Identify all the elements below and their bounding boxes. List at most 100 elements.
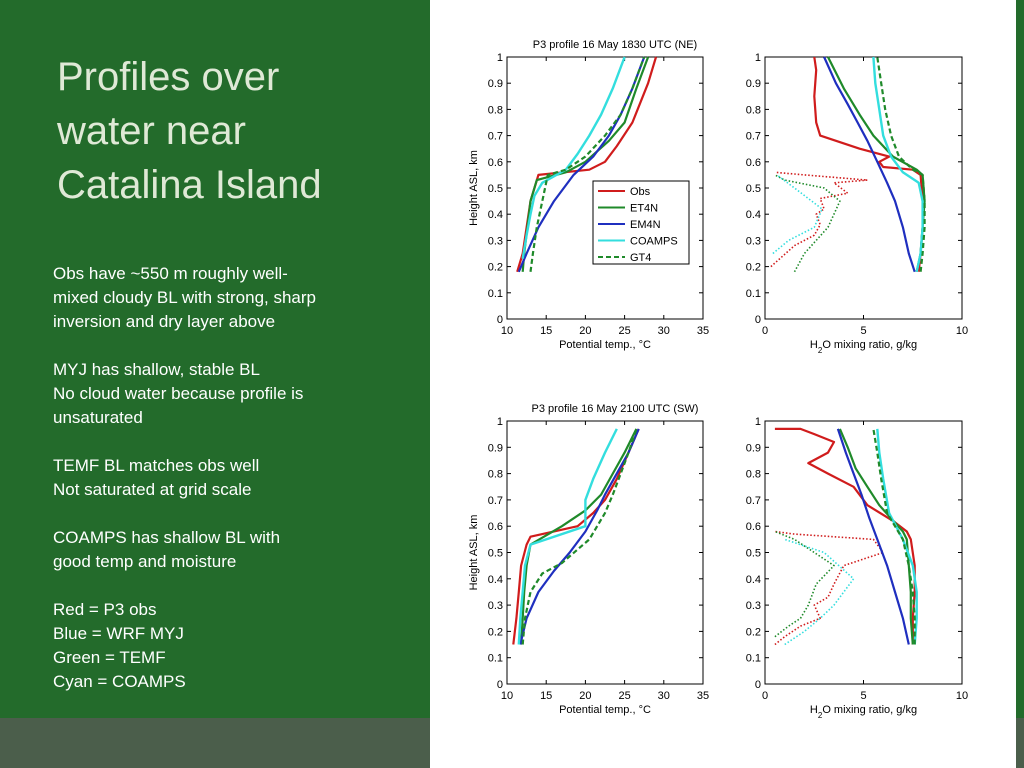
notes-line: good temp and moisture — [53, 552, 237, 571]
chart-title: P3 profile 16 May 1830 UTC (NE) — [533, 39, 697, 51]
notes-line: TEMF BL matches obs well — [53, 456, 260, 475]
series-line-gt4 — [529, 56, 646, 272]
series-line-gt4 — [872, 428, 916, 645]
series-line-obs — [512, 428, 640, 645]
x-tick-label: 25 — [618, 325, 630, 337]
notes-line: mixed cloudy BL with strong, sharp — [53, 288, 316, 307]
y-tick-label: 0.6 — [746, 157, 761, 169]
legend-label: EM4N — [630, 219, 661, 231]
notes-line: inversion and dry layer above — [53, 312, 276, 331]
y-tick-label: 0.4 — [488, 574, 503, 586]
series-line-et4n — [838, 428, 914, 645]
y-axis-label: Height ASL, km — [468, 150, 480, 226]
y-tick-label: 0.8 — [488, 104, 503, 116]
series-line-coamps — [521, 56, 626, 259]
left-panel — [0, 0, 430, 768]
x-tick-label: 35 — [697, 690, 709, 702]
y-tick-label: 0.3 — [746, 600, 761, 612]
series-line-coamps-dotted — [784, 538, 855, 646]
y-tick-label: 0.4 — [746, 209, 761, 221]
y-tick-label: 0.4 — [746, 574, 761, 586]
x-tick-label: 20 — [579, 690, 591, 702]
y-tick-label: 0.4 — [488, 209, 503, 221]
x-axis-label: Potential temp., °C — [559, 704, 651, 716]
y-tick-label: 0.1 — [488, 653, 503, 665]
legend-box — [592, 180, 690, 265]
notes-line: unsaturated — [53, 408, 143, 427]
y-tick-label: 0.2 — [746, 262, 761, 274]
notes-line: Not saturated at grid scale — [53, 480, 252, 499]
series-line-coamps — [517, 428, 618, 645]
y-tick-label: 0.8 — [746, 104, 761, 116]
footer-bar — [0, 718, 430, 768]
y-tick-label: 0.6 — [746, 521, 761, 533]
y-tick-label: 0.9 — [746, 442, 761, 454]
y-tick-label: 0.5 — [746, 548, 761, 560]
x-tick-label: 25 — [618, 690, 630, 702]
profile-chart: 0 0.1 0.2 0.3 0.4 0.5 0.6 0.7 0.8 0.9 1 10 15 20 25 30 3… — [468, 39, 709, 351]
y-tick-label: 0.6 — [488, 521, 503, 533]
y-tick-label: 0.7 — [746, 131, 761, 143]
slide-title: Profiles over water near Catalina Island — [57, 50, 417, 212]
series-line-obs-dotted — [774, 530, 885, 646]
y-tick-label: 0 — [497, 679, 503, 691]
series-line-coamps — [872, 56, 924, 273]
plot-frame — [764, 420, 963, 685]
y-axis-label: Height ASL, km — [468, 515, 480, 591]
y-tick-label: 1 — [755, 52, 761, 64]
series-line-obs — [813, 56, 924, 272]
title-line: Catalina Island — [57, 163, 322, 207]
series-line-coamps-dotted — [772, 174, 823, 255]
y-tick-label: 0.9 — [488, 78, 503, 90]
y-tick-label: 1 — [497, 416, 503, 428]
y-tick-label: 0.2 — [488, 262, 503, 274]
x-axis-label: H2O mixing ratio, g/kg — [810, 339, 917, 355]
series-line-coamps — [876, 428, 918, 645]
legend-label: Obs — [630, 186, 651, 198]
notes-paragraph: TEMF BL matches obs well Not saturated a… — [53, 454, 413, 502]
notes-line: COAMPS has shallow BL with — [53, 528, 281, 547]
y-tick-label: 0.5 — [746, 183, 761, 195]
y-tick-label: 0.1 — [746, 288, 761, 300]
x-axis-label: Potential temp., °C — [559, 339, 651, 351]
series-line-et4n — [827, 56, 926, 273]
x-tick-label: 0 — [762, 325, 768, 337]
series-line-obs — [516, 56, 658, 273]
x-tick-label: 10 — [956, 690, 968, 702]
y-tick-label: 0.7 — [746, 495, 761, 507]
series-line-gt4-dotted — [774, 530, 835, 638]
notes-line: Red = P3 obs — [53, 600, 157, 619]
plot-frame — [506, 420, 704, 685]
x-tick-label: 10 — [956, 325, 968, 337]
notes-paragraph: Obs have ~550 m roughly well- mixed clou… — [53, 262, 413, 334]
title-line: water near — [57, 109, 246, 153]
notes-line: Obs have ~550 m roughly well- — [53, 264, 288, 283]
profile-chart: 0 0.1 0.2 0.3 0.4 0.5 0.6 0.7 0.8 0.9 1 10 15 20 25 30 3… — [468, 403, 709, 716]
notes-line: No cloud water because profile is — [53, 384, 304, 403]
y-tick-label: 0.3 — [488, 600, 503, 612]
y-tick-label: 0.9 — [746, 78, 761, 90]
y-tick-label: 0.8 — [746, 469, 761, 481]
legend-label: ET4N — [630, 203, 658, 215]
series-line-et4n — [521, 56, 650, 272]
y-tick-label: 0.9 — [488, 442, 503, 454]
right-edge-footer — [1016, 718, 1024, 768]
x-tick-label: 10 — [501, 325, 513, 337]
y-tick-label: 0.7 — [488, 495, 503, 507]
notes-paragraph: Red = P3 obs Blue = WRF MYJ Green = TEMF… — [53, 598, 413, 694]
series-line-em4n — [519, 428, 640, 645]
y-tick-label: 0.6 — [488, 157, 503, 169]
y-tick-label: 0.5 — [488, 183, 503, 195]
y-tick-label: 0.3 — [746, 235, 761, 247]
x-tick-label: 0 — [762, 690, 768, 702]
x-tick-label: 15 — [540, 690, 552, 702]
x-tick-label: 5 — [860, 690, 866, 702]
series-line-gt4 — [521, 428, 638, 645]
y-tick-label: 1 — [755, 416, 761, 428]
series-line-obs-dotted — [770, 171, 869, 268]
notes-paragraph: COAMPS has shallow BL with good temp and… — [53, 526, 413, 574]
x-tick-label: 20 — [579, 325, 591, 337]
right-edge-strip — [1016, 0, 1024, 768]
